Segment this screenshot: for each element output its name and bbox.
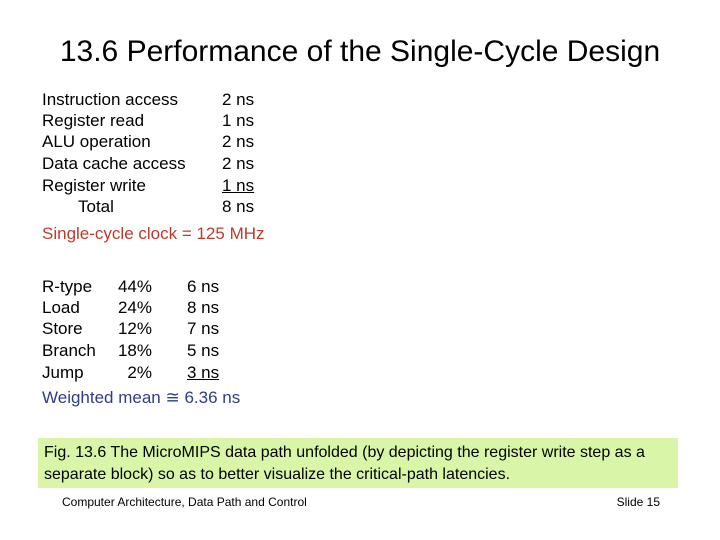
mix-type: R-type [42,277,93,296]
mix-percent: 44% [117,277,152,296]
clock-summary: Single-cycle clock = 125 MHz [42,224,265,243]
mix-percent: 18% [117,341,152,360]
latency-label: Register read [42,111,145,130]
mix-type: Load [42,298,80,317]
latency-label: Register write [42,176,146,195]
latency-label: ALU operation [42,132,151,151]
weighted-mean: Weighted mean ≅ 6.36 ns [42,388,241,407]
latency-value: 2 ns [222,154,255,173]
mix-type: Branch [42,341,96,360]
latency-label: Data cache access [42,154,186,173]
mix-time: 6 ns [187,277,220,296]
latency-value: 1 ns [222,111,255,130]
latency-total-label: Total [78,197,114,216]
slide-title: 13.6 Performance of the Single-Cycle Des… [59,35,661,68]
mix-time: 8 ns [187,298,220,317]
latency-value: 1 ns [222,176,255,195]
mix-time: 7 ns [187,319,220,338]
mix-percent: 12% [117,319,152,338]
footer-slide-number: Slide 15 [616,495,660,509]
mix-type: Jump [42,363,84,382]
latency-label: Instruction access [42,90,179,109]
latency-value: 2 ns [222,132,255,151]
latency-total-value: 8 ns [222,197,255,216]
mix-percent: 2% [127,363,152,382]
footer-course: Computer Architecture, Data Path and Con… [62,495,307,509]
mix-percent: 24% [117,298,152,317]
mix-time: 5 ns [187,341,220,360]
latency-value: 2 ns [222,90,255,109]
figure-caption: Fig. 13.6 The MicroMIPS data path unfold… [38,438,678,488]
mix-time: 3 ns [187,363,220,382]
mix-type: Store [42,319,83,338]
